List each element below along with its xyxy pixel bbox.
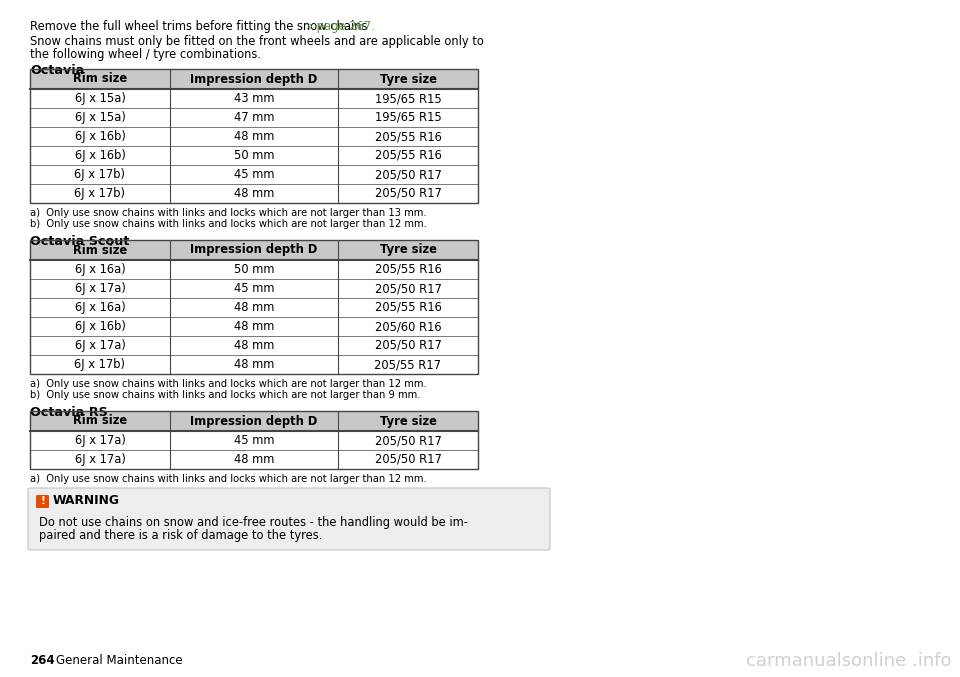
Text: Snow chains must only be fitted on the front wheels and are applicable only to: Snow chains must only be fitted on the f… [30,35,484,48]
Text: 205/50 R17: 205/50 R17 [374,434,442,447]
Text: Octavia: Octavia [30,64,84,77]
Text: 48 mm: 48 mm [234,130,275,143]
Text: 48 mm: 48 mm [234,339,275,352]
Text: 43 mm: 43 mm [233,92,275,105]
Bar [30,89,478,203]
Text: 195/65 R15: 195/65 R15 [374,92,442,105]
Text: 205/60 R16: 205/60 R16 [374,320,442,333]
Text: Octavia Scout: Octavia Scout [30,235,130,248]
Bar [30,69,478,203]
Text: 205/55 R16: 205/55 R16 [374,130,442,143]
Text: 6J x 16b): 6J x 16b) [75,130,126,143]
Text: 264: 264 [30,655,55,668]
Text: 6J x 15a): 6J x 15a) [75,92,126,105]
Text: 6J x 17a): 6J x 17a) [75,282,126,295]
Text: 50 mm: 50 mm [233,263,275,276]
Text: 205/50 R17: 205/50 R17 [374,282,442,295]
Text: 50 mm: 50 mm [233,149,275,162]
Text: 48 mm: 48 mm [234,320,275,333]
Text: 45 mm: 45 mm [233,434,275,447]
Text: 6J x 17a): 6J x 17a) [75,339,126,352]
Text: Rim size: Rim size [73,244,127,257]
Text: Remove the full wheel trims before fitting the snow chains: Remove the full wheel trims before fitti… [30,20,372,33]
Text: 6J x 17b): 6J x 17b) [75,187,126,200]
Bar [30,411,478,431]
Text: WARNING: WARNING [53,494,120,508]
Text: 6J x 17a): 6J x 17a) [75,434,126,447]
Text: Rim size: Rim size [73,72,127,85]
Text: Impression depth D: Impression depth D [190,414,318,427]
Text: Impression depth D: Impression depth D [190,72,318,85]
Text: Impression depth D: Impression depth D [190,244,318,257]
Text: a)  Only use snow chains with links and locks which are not larger than 13 mm.: a) Only use snow chains with links and l… [30,208,426,218]
Text: 6J x 17a): 6J x 17a) [75,453,126,466]
Text: 205/50 R17: 205/50 R17 [374,187,442,200]
Text: » page 267.: » page 267. [306,20,374,33]
Text: b)  Only use snow chains with links and locks which are not larger than 12 mm.: b) Only use snow chains with links and l… [30,219,427,229]
Text: Tyre size: Tyre size [379,414,437,427]
Bar [30,240,478,260]
Text: General Maintenance: General Maintenance [56,655,182,668]
FancyBboxPatch shape [28,488,550,550]
Bar [30,260,478,374]
Text: !: ! [40,496,45,506]
Text: 6J x 17b): 6J x 17b) [75,168,126,181]
Text: 205/55 R16: 205/55 R16 [374,263,442,276]
Text: 205/50 R17: 205/50 R17 [374,453,442,466]
Text: 205/55 R16: 205/55 R16 [374,149,442,162]
Text: Rim size: Rim size [73,414,127,427]
Bar [30,69,478,89]
Text: 195/65 R15: 195/65 R15 [374,111,442,124]
Text: 48 mm: 48 mm [234,358,275,371]
Text: Tyre size: Tyre size [379,72,437,85]
FancyBboxPatch shape [36,495,49,508]
Text: 6J x 15a): 6J x 15a) [75,111,126,124]
Text: paired and there is a risk of damage to the tyres.: paired and there is a risk of damage to … [39,529,323,542]
Text: 48 mm: 48 mm [234,187,275,200]
Text: 45 mm: 45 mm [233,282,275,295]
Text: Tyre size: Tyre size [379,244,437,257]
Text: 6J x 16b): 6J x 16b) [75,320,126,333]
Text: Octavia RS: Octavia RS [30,406,108,419]
Bar [30,240,478,374]
Text: the following wheel / tyre combinations.: the following wheel / tyre combinations. [30,48,261,61]
Bar [30,431,478,469]
Text: 6J x 16b): 6J x 16b) [75,149,126,162]
Bar [30,411,478,469]
Text: 205/55 R17: 205/55 R17 [374,358,442,371]
Text: a)  Only use snow chains with links and locks which are not larger than 12 mm.: a) Only use snow chains with links and l… [30,379,427,389]
Text: 6J x 16a): 6J x 16a) [75,263,126,276]
Text: 6J x 16a): 6J x 16a) [75,301,126,314]
Text: a)  Only use snow chains with links and locks which are not larger than 12 mm.: a) Only use snow chains with links and l… [30,474,427,484]
Text: 45 mm: 45 mm [233,168,275,181]
Text: 205/50 R17: 205/50 R17 [374,339,442,352]
Text: b)  Only use snow chains with links and locks which are not larger than 9 mm.: b) Only use snow chains with links and l… [30,390,420,400]
Text: 47 mm: 47 mm [233,111,275,124]
Text: Do not use chains on snow and ice-free routes - the handling would be im-: Do not use chains on snow and ice-free r… [39,516,468,529]
Text: 48 mm: 48 mm [234,301,275,314]
Text: 205/50 R17: 205/50 R17 [374,168,442,181]
Text: 205/55 R16: 205/55 R16 [374,301,442,314]
Text: carmanualsonline .info: carmanualsonline .info [747,652,952,670]
Text: 6J x 17b): 6J x 17b) [75,358,126,371]
Text: 48 mm: 48 mm [234,453,275,466]
